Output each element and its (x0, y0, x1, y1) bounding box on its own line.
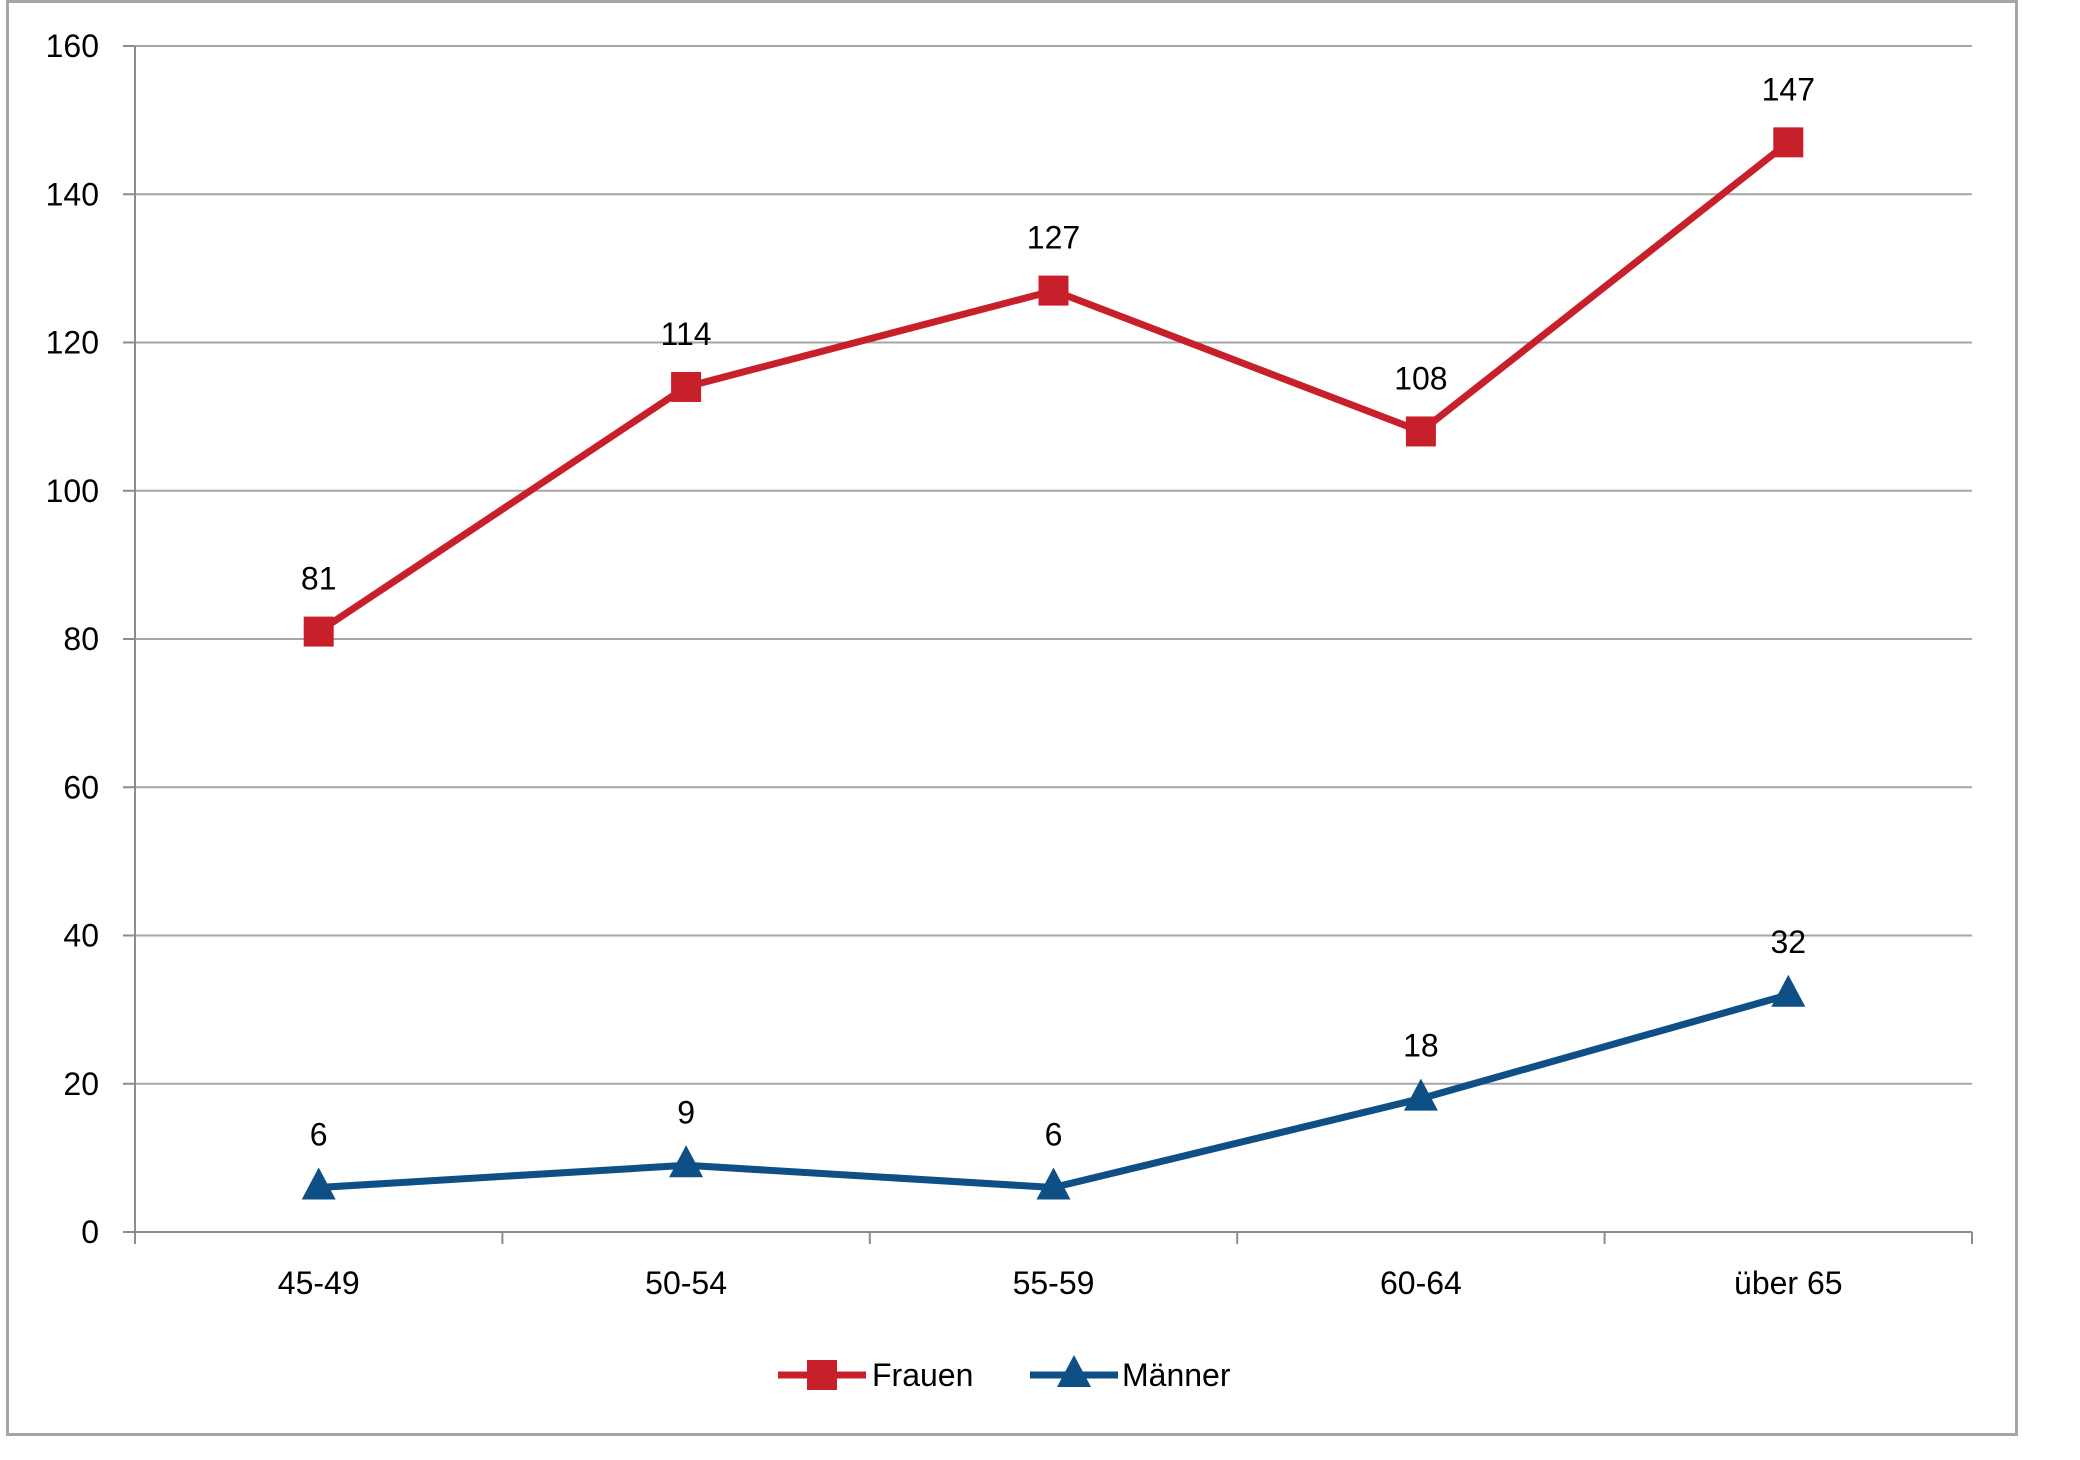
data-label-frauen: 114 (661, 316, 712, 352)
legend: Frauen Männer (778, 1355, 1231, 1393)
data-label-frauen: 81 (301, 561, 337, 597)
marker-frauen (303, 616, 334, 647)
series-line-m-nner (318, 991, 1790, 1192)
marker-m-nner (301, 1167, 336, 1200)
marker-frauen (1038, 275, 1069, 306)
marker-m-nner (1403, 1078, 1438, 1111)
y-tick-label: 60 (63, 769, 99, 805)
series-layer (301, 127, 1806, 1200)
legend-label-frauen: Frauen (872, 1357, 973, 1393)
y-tick-label: 120 (46, 325, 99, 361)
gridlines (135, 45, 1972, 1085)
y-tick-labels: 0 20 40 60 80 100 120 140 160 (46, 28, 99, 1250)
data-label-frauen: 108 (1394, 360, 1447, 396)
data-label-m-nner: 18 (1403, 1028, 1439, 1064)
data-label-m-nner: 9 (677, 1094, 695, 1130)
y-tick-label: 140 (46, 176, 99, 212)
marker-frauen (671, 371, 702, 402)
x-tick-label: über 65 (1734, 1265, 1843, 1301)
data-label-m-nner: 6 (310, 1117, 328, 1153)
data-label-frauen: 127 (1027, 220, 1080, 256)
series-line-frauen (316, 139, 1791, 635)
marker-frauen (1773, 127, 1804, 158)
legend-marker-m-nner (1057, 1355, 1091, 1387)
x-tick-label: 50-54 (645, 1265, 727, 1301)
y-tick-label: 100 (46, 473, 99, 509)
marker-m-nner (669, 1145, 704, 1178)
x-tick-label: 45-49 (278, 1265, 360, 1301)
y-tick-label: 0 (81, 1214, 99, 1250)
chart-frame (6, 0, 2018, 1436)
data-labels: 81 114 127 108 147 6 9 6 18 32 (301, 71, 1815, 1152)
axes (123, 45, 1973, 1244)
legend-label-m-nner: Männer (1122, 1357, 1231, 1393)
x-tick-labels: 45-49 50-54 55-59 60-64 über 65 (278, 1265, 1843, 1301)
x-tick-label: 55-59 (1013, 1265, 1095, 1301)
legend-marker-frauen (807, 1360, 837, 1390)
x-tick-label: 60-64 (1380, 1265, 1462, 1301)
data-label-m-nner: 6 (1045, 1117, 1063, 1153)
marker-m-nner (1036, 1167, 1071, 1200)
marker-frauen (1405, 416, 1436, 447)
data-label-m-nner: 32 (1771, 924, 1807, 960)
y-tick-label: 20 (63, 1066, 99, 1102)
y-tick-label: 80 (63, 621, 99, 657)
y-tick-label: 40 (63, 918, 99, 954)
marker-m-nner (1771, 974, 1806, 1007)
data-label-frauen: 147 (1762, 71, 1815, 107)
y-tick-label: 160 (46, 28, 99, 64)
